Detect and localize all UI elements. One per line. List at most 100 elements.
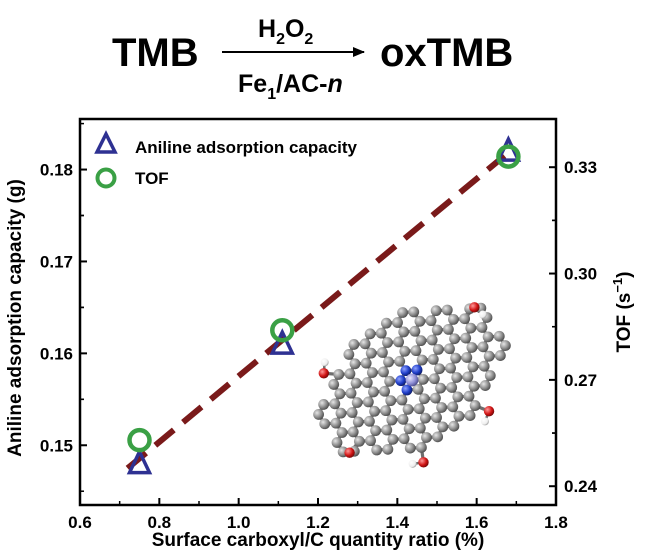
carbon-atom bbox=[416, 354, 428, 366]
carbon-atom bbox=[469, 400, 481, 411]
carbon-atom bbox=[366, 367, 378, 378]
carbon-atom bbox=[364, 328, 376, 340]
carbon-atom bbox=[333, 369, 345, 380]
hydrogen-atom bbox=[480, 417, 489, 426]
oxygen-atom bbox=[483, 406, 495, 417]
oxygen-atom bbox=[344, 447, 355, 458]
hydrogen-atom bbox=[478, 310, 487, 319]
x-axis: 0.6 0.8 1.0 1.2 1.4 1.6 1.8 bbox=[68, 498, 568, 532]
carbon-atom bbox=[476, 322, 488, 333]
carbon-atom bbox=[441, 304, 453, 316]
carbon-atom bbox=[477, 341, 489, 353]
carbon-atom bbox=[371, 444, 383, 456]
carbon-atom bbox=[379, 385, 390, 397]
carbon-atom bbox=[432, 343, 444, 355]
carbon-atom bbox=[417, 373, 429, 385]
tof-point bbox=[270, 318, 295, 343]
carbon-atom bbox=[365, 435, 376, 447]
carbon-atom bbox=[461, 352, 473, 363]
carbon-atom bbox=[451, 372, 463, 383]
carbon-atom bbox=[413, 403, 425, 415]
carbon-atom bbox=[434, 363, 445, 375]
x-tick-label: 1.4 bbox=[386, 513, 410, 532]
x-tick-label: 1.2 bbox=[306, 513, 330, 532]
carbon-atom bbox=[408, 306, 420, 318]
x-axis-label: Surface carboxyl/C quantity ratio (%) bbox=[152, 530, 485, 551]
carbon-atom bbox=[359, 338, 371, 350]
oxidant-label: H2O2 bbox=[258, 15, 313, 48]
carbon-atom bbox=[378, 366, 389, 378]
graphene-molecule-icon bbox=[313, 302, 511, 468]
y2-axis-label: TOF (s−1) bbox=[610, 272, 635, 353]
carbon-atom bbox=[410, 345, 422, 357]
carbon-atom bbox=[365, 347, 377, 359]
adsorption-point bbox=[126, 447, 153, 475]
carbon-atom bbox=[382, 443, 394, 455]
carbon-atom bbox=[427, 353, 439, 365]
carbon-atom bbox=[398, 433, 410, 445]
trendline bbox=[125, 153, 507, 471]
carbon-atom bbox=[397, 307, 408, 318]
carbon-atom bbox=[393, 336, 405, 348]
y-tick-label: 0.18 bbox=[40, 161, 73, 180]
carbon-atom bbox=[465, 322, 477, 334]
carbon-atom bbox=[448, 313, 459, 325]
carbon-atom bbox=[375, 327, 387, 339]
y2-tick-label: 0.24 bbox=[564, 477, 598, 496]
carbon-atom bbox=[344, 368, 356, 380]
legend-label-adsorption: Aniline adsorption capacity bbox=[135, 138, 358, 157]
x-tick-label: 1.0 bbox=[227, 513, 251, 532]
carbon-atom bbox=[447, 401, 459, 413]
carbon-atom bbox=[448, 420, 460, 432]
carbon-atom bbox=[482, 331, 494, 343]
carbon-atom bbox=[381, 424, 393, 436]
carbon-atom bbox=[402, 403, 414, 415]
carbon-atom bbox=[452, 391, 464, 403]
carbon-atom bbox=[467, 361, 479, 373]
y2-tick-label: 0.33 bbox=[564, 158, 597, 177]
oxygen-atom bbox=[469, 302, 480, 313]
carbon-atom bbox=[414, 422, 426, 434]
tof-point bbox=[496, 144, 521, 169]
carbon-atom bbox=[353, 435, 365, 447]
catalyst-label: Fe1/AC-n bbox=[238, 70, 343, 103]
carbon-atom bbox=[436, 402, 447, 413]
x-tick-label: 0.6 bbox=[68, 513, 92, 532]
carbon-atom bbox=[387, 433, 399, 445]
carbon-atom bbox=[428, 373, 440, 385]
carbon-atom bbox=[450, 352, 462, 364]
carbon-atom bbox=[328, 379, 340, 390]
nitrogen-atom bbox=[411, 364, 423, 376]
legend-circle-marker bbox=[95, 167, 117, 189]
carbon-atom bbox=[350, 377, 362, 389]
y-axis-left: 0.15 0.16 0.17 0.18 bbox=[40, 122, 87, 492]
carbon-atom bbox=[431, 324, 443, 336]
carbon-atom bbox=[360, 357, 372, 369]
carbon-atom bbox=[463, 390, 475, 402]
carbon-atom bbox=[380, 405, 392, 417]
x-tick-label: 1.6 bbox=[465, 513, 489, 532]
carbon-atom bbox=[437, 421, 449, 433]
carbon-atom bbox=[479, 380, 491, 391]
legend-label-tof: TOF bbox=[135, 169, 169, 188]
product-label: oxTMB bbox=[380, 31, 513, 75]
hydrogen-atom bbox=[320, 358, 329, 367]
x-tick-label: 1.8 bbox=[544, 513, 568, 532]
carbon-atom bbox=[398, 326, 410, 338]
carbon-atom bbox=[421, 432, 432, 443]
carbon-atom bbox=[466, 342, 478, 353]
carbon-atom bbox=[464, 410, 476, 421]
carbon-atom bbox=[329, 398, 341, 410]
carbon-atom bbox=[331, 437, 343, 448]
carbon-atom bbox=[435, 382, 446, 394]
y2-tick-label: 0.30 bbox=[564, 265, 597, 284]
carbon-atom bbox=[343, 349, 355, 360]
carbon-atom bbox=[397, 413, 409, 425]
data-marks bbox=[126, 135, 522, 475]
carbon-atom bbox=[382, 337, 393, 348]
carbon-atom bbox=[380, 317, 392, 329]
carbon-atom bbox=[425, 315, 437, 327]
carbon-atom bbox=[334, 388, 346, 400]
carbon-atom bbox=[443, 323, 454, 335]
iron-atom bbox=[405, 373, 419, 387]
